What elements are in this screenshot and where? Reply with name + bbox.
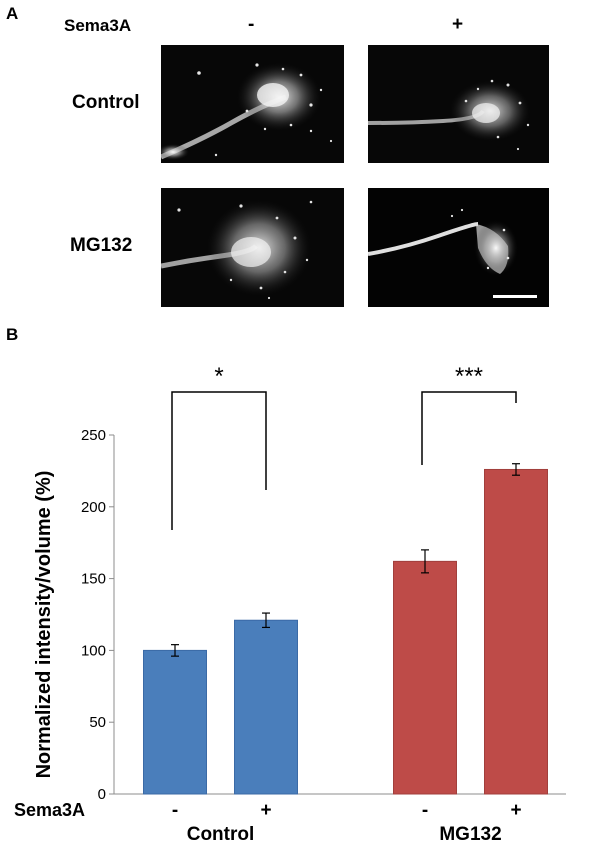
bar-mg132-minus <box>393 560 457 795</box>
column-minus-label: - <box>248 14 255 35</box>
row-label-mg132: MG132 <box>70 235 133 256</box>
panel-a-letter: A <box>6 4 19 23</box>
significance-bracket <box>171 391 267 530</box>
panel-b-letter: B <box>6 325 19 344</box>
y-tick-label: 0 <box>98 786 106 803</box>
y-axis-title: Normalized intensity/volume (%) <box>33 471 55 779</box>
bar-chart: 0 50 100 150 200 250 Normalized intensity/volu… <box>14 363 566 845</box>
bar-control-plus <box>234 619 298 795</box>
sema3a-column-header: Sema3A <box>64 16 132 35</box>
group-label-mg132: MG132 <box>439 824 501 845</box>
significance-bracket <box>421 391 517 465</box>
x-sign-label: + <box>510 800 521 821</box>
bar-mg132-plus <box>484 468 548 795</box>
y-tick-label: 150 <box>81 571 106 588</box>
x-sign-label: + <box>260 800 271 821</box>
x-sign-label: - <box>172 800 178 821</box>
y-tick-label: 50 <box>89 714 106 731</box>
y-tick-label: 200 <box>81 499 106 516</box>
significance-marker: *** <box>455 363 483 390</box>
x-row-label: Sema3A <box>14 800 85 820</box>
bar-control-minus <box>143 649 207 795</box>
scale-bar <box>493 295 537 298</box>
column-plus-label: + <box>452 14 464 35</box>
row-label-control: Control <box>72 92 140 113</box>
micrograph-control-plus <box>368 45 549 163</box>
micrograph-control-minus <box>161 45 344 163</box>
group-label-control: Control <box>187 824 255 845</box>
micrograph-mg132-minus <box>161 188 344 307</box>
y-tick-label: 250 <box>81 427 106 444</box>
x-sign-label: - <box>422 800 428 821</box>
y-tick-label: 100 <box>81 642 106 659</box>
significance-marker: * <box>214 363 223 390</box>
micrograph-mg132-plus <box>368 188 549 307</box>
